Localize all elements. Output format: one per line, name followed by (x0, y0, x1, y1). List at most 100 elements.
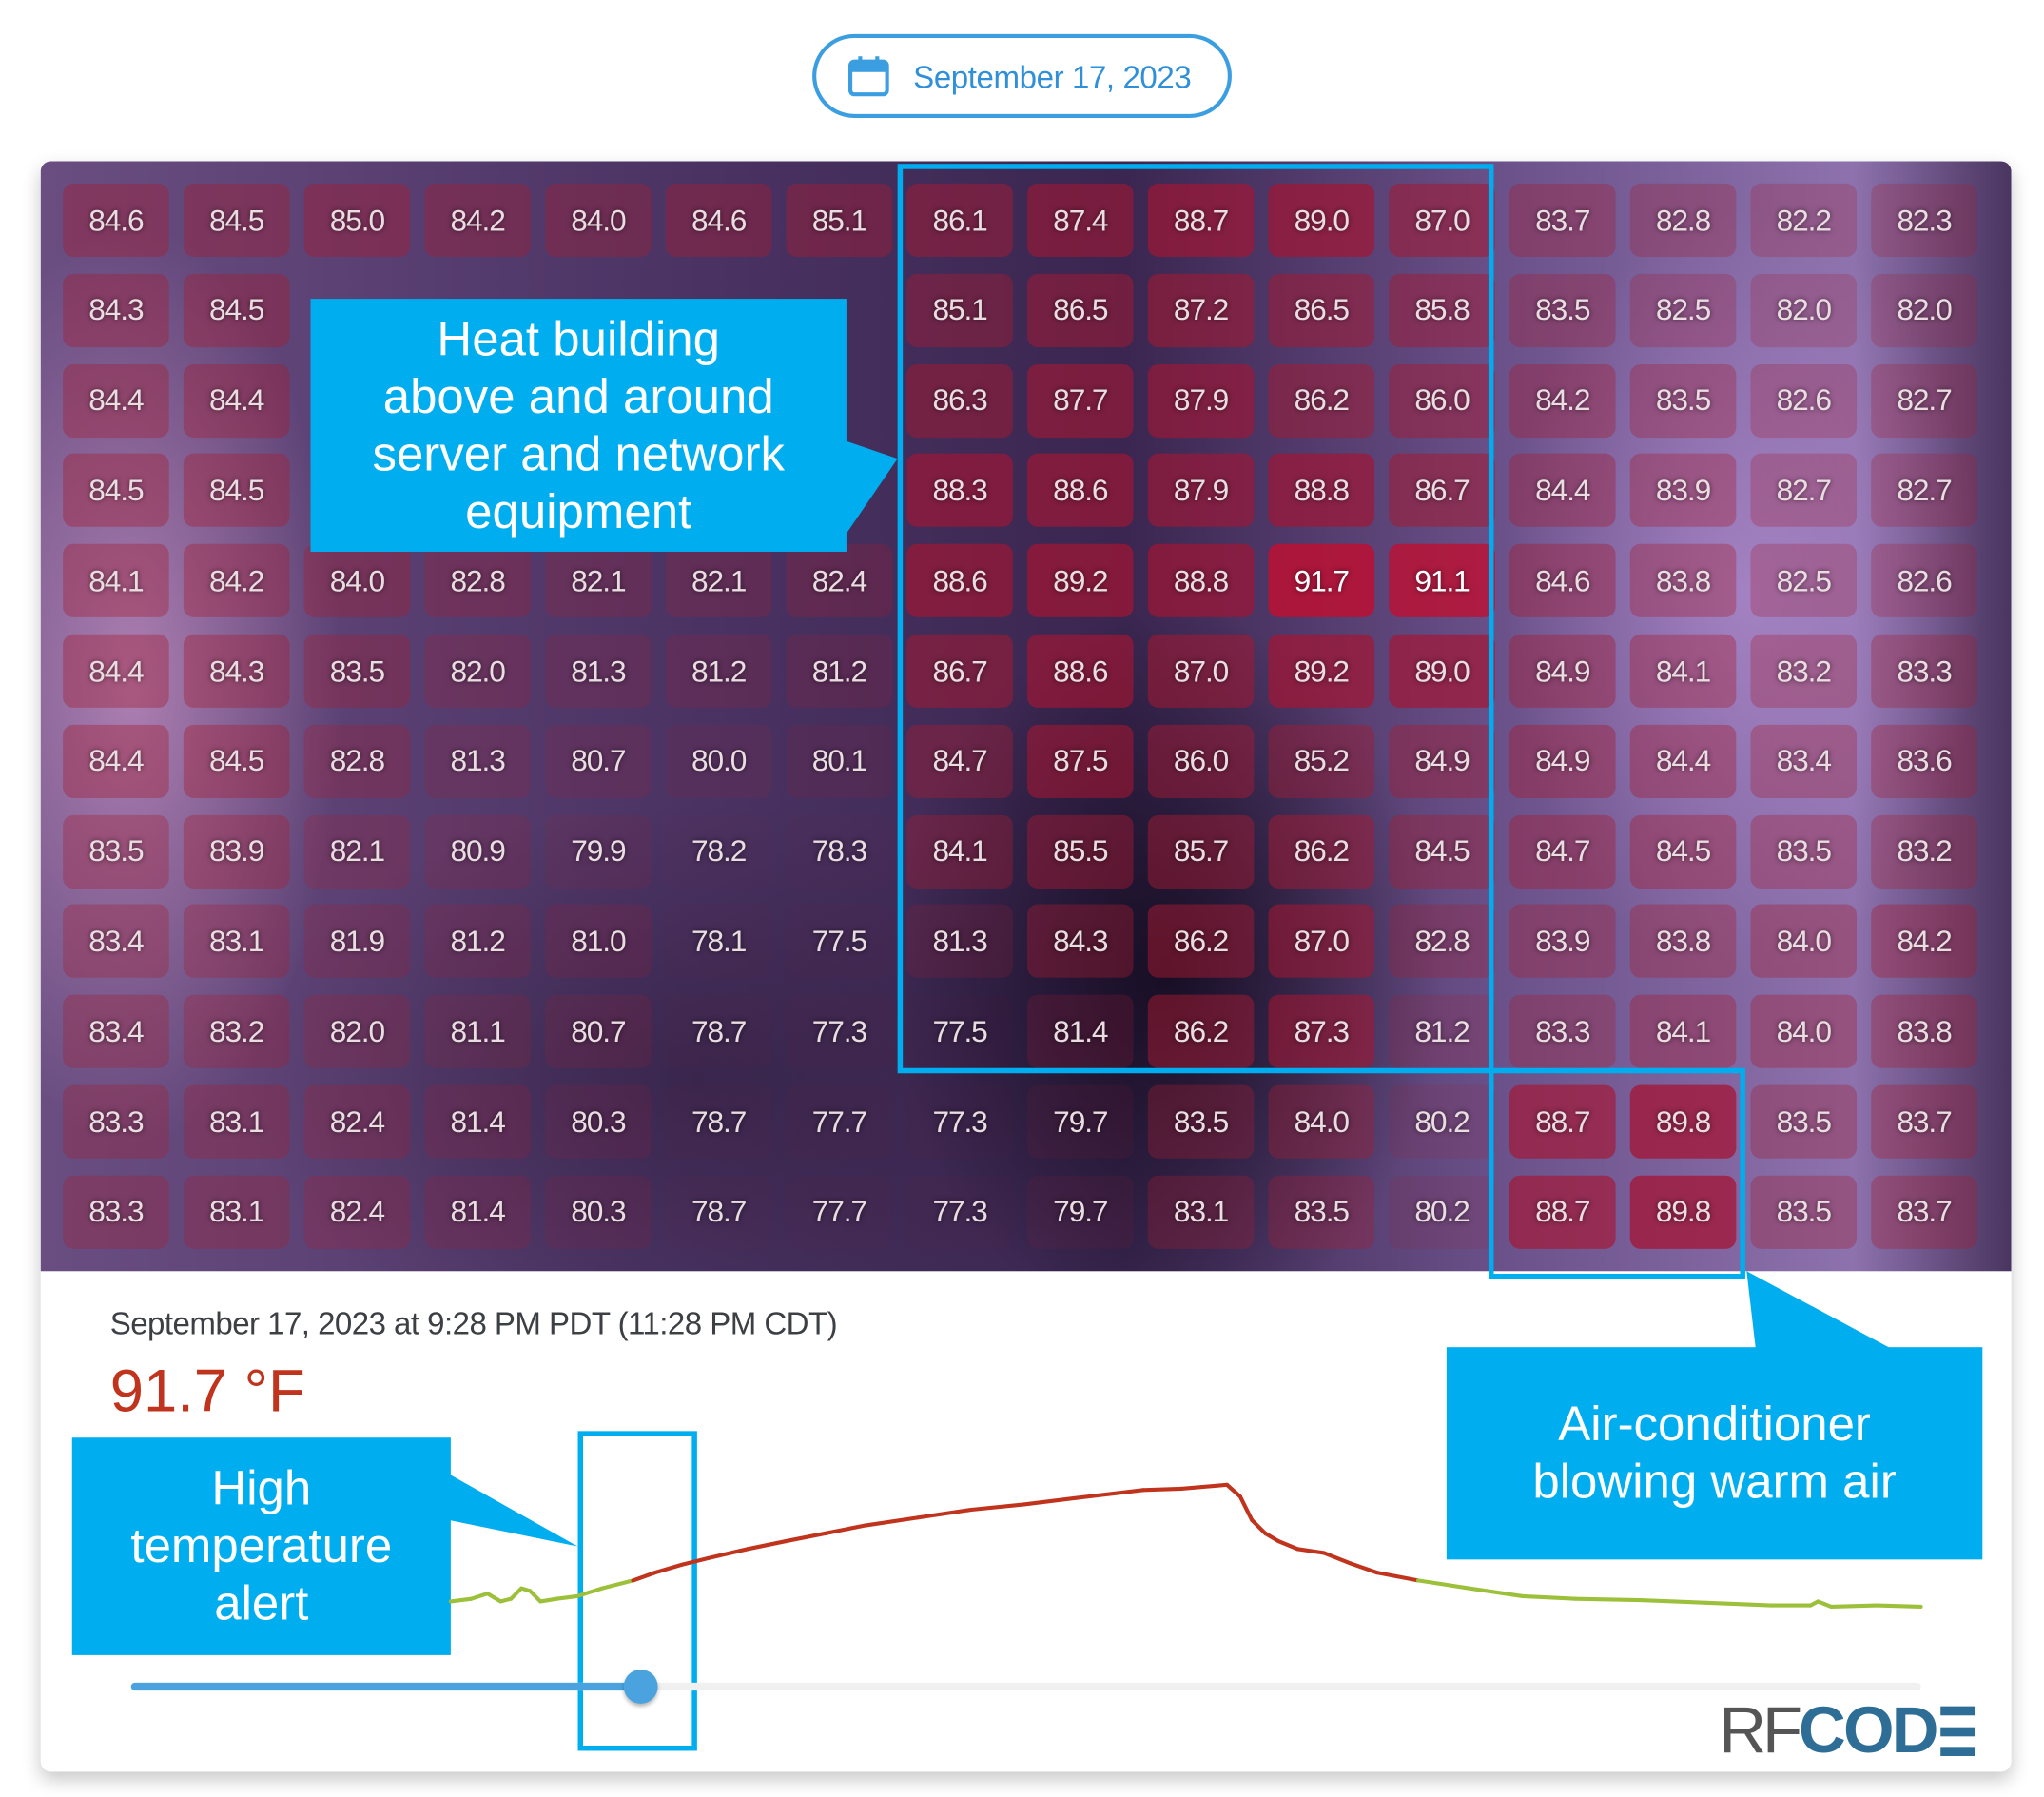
temperature-cell: 85.7 (1147, 814, 1255, 889)
ac-callout: Air-conditioner blowing warm air (1446, 1347, 1983, 1560)
temperature-cell: 84.1 (1629, 634, 1737, 708)
callout-line: Air-conditioner (1558, 1397, 1871, 1452)
temperature-cell: 89.2 (1027, 543, 1134, 618)
time-slider[interactable] (130, 1670, 1921, 1704)
temperature-cell: 83.1 (183, 905, 290, 979)
temperature-cell: 84.4 (63, 363, 169, 438)
temperature-cell: 84.4 (1629, 724, 1737, 798)
temperature-cell: 82.8 (1629, 183, 1737, 258)
temperature-cell: 89.8 (1629, 1175, 1737, 1249)
sparkline-segment-alert (1179, 1482, 1230, 1492)
sparkline-segment-normal (555, 1593, 579, 1601)
temperature-cell: 86.0 (1147, 724, 1255, 798)
temperature-cell: 80.2 (1389, 1084, 1495, 1159)
logo-rf: RF (1719, 1692, 1802, 1768)
temperature-cell: 83.5 (1509, 273, 1616, 347)
temperature-cell: 83.8 (1871, 994, 1977, 1069)
temperature-cell: 88.6 (1027, 454, 1134, 528)
temperature-cell: 82.2 (1750, 183, 1858, 258)
temperature-cell: 81.1 (424, 994, 531, 1069)
temperature-cell: 82.6 (1750, 363, 1858, 438)
temperature-cell: 83.6 (1871, 724, 1977, 798)
reading-temperature: 91.7 °F (109, 1356, 305, 1425)
temperature-cell: 82.3 (1871, 183, 1977, 258)
logo-e-bars (1939, 1706, 1975, 1756)
sparkline-segment-alert (1374, 1571, 1421, 1583)
temperature-cell: 89.0 (1268, 183, 1375, 258)
temperature-cell: 83.1 (183, 1084, 290, 1159)
temperature-cell: 84.4 (63, 634, 169, 708)
temperature-cell: 81.3 (906, 905, 1013, 979)
temperature-cell: 84.0 (1268, 1084, 1375, 1159)
temperature-cell: 87.0 (1147, 634, 1255, 708)
temperature-cell: 83.2 (1750, 634, 1858, 708)
temperature-cell: 83.7 (1871, 1175, 1977, 1249)
temperature-cell: 82.0 (424, 634, 531, 708)
temperature-cell: 83.9 (1629, 454, 1737, 528)
sparkline-segment-normal (1467, 1586, 1525, 1598)
sparkline-segment-alert (1321, 1551, 1353, 1566)
temperature-cell: 81.0 (545, 905, 652, 979)
temperature-cell: 82.4 (303, 1084, 411, 1159)
temperature-cell: 87.4 (1027, 183, 1134, 258)
temperature-cell: 80.7 (545, 724, 652, 798)
temperature-cell: 85.8 (1389, 273, 1495, 347)
temperature-cell: 89.2 (1268, 634, 1375, 708)
sparkline-segment-alert (746, 1538, 788, 1552)
temperature-cell: 83.7 (1871, 1084, 1977, 1159)
temperature-cell: 84.5 (63, 454, 169, 528)
sparkline-segment-alert (1022, 1495, 1080, 1507)
temperature-cell: 81.2 (665, 634, 772, 708)
temperature-cell: 86.7 (906, 634, 1013, 708)
temperature-cell: 81.4 (424, 1084, 531, 1159)
temperature-cell: 83.5 (1629, 363, 1737, 438)
sparkline-segment-alert (863, 1515, 921, 1528)
time-slider-handle[interactable] (624, 1670, 658, 1704)
temperature-cell: 88.6 (1027, 634, 1134, 708)
sparkline-segment-normal (1816, 1599, 1834, 1610)
temperature-cell: 83.4 (1750, 724, 1858, 798)
date-label: September 17, 2023 (913, 60, 1192, 96)
temperature-cell: 85.2 (1268, 724, 1375, 798)
temperature-cell: 86.5 (1027, 273, 1134, 347)
callout-line: equipment (465, 484, 692, 538)
time-slider-fill (130, 1682, 642, 1691)
temperature-cell: 82.5 (1750, 543, 1858, 618)
temperature-cell: 83.8 (1629, 905, 1737, 979)
sparkline-segment-normal (538, 1596, 559, 1604)
temperature-cell: 87.9 (1147, 454, 1255, 528)
temperature-cell: 83.3 (63, 1175, 169, 1249)
temperature-cell: 82.4 (303, 1175, 411, 1249)
temperature-cell: 82.8 (1389, 905, 1495, 979)
temperature-cell: 81.3 (545, 634, 652, 708)
sparkline-segment-alert (1237, 1494, 1255, 1523)
temperature-cell: 80.2 (1389, 1175, 1495, 1249)
temperature-cell: 84.9 (1509, 634, 1616, 708)
temperature-cell: 84.2 (1509, 363, 1616, 438)
temperature-cell: 85.1 (906, 273, 1013, 347)
temperature-cell: 89.8 (1629, 1084, 1737, 1159)
temperature-cell: 84.5 (1389, 814, 1495, 889)
temperature-cell: 82.1 (303, 814, 411, 889)
temperature-cell: 88.6 (906, 543, 1013, 618)
temperature-cell: 82.1 (665, 543, 772, 618)
temperature-cell: 84.1 (1629, 994, 1737, 1069)
temperature-cell: 83.5 (1268, 1175, 1375, 1249)
temperature-cell: 87.3 (1268, 994, 1375, 1069)
temperature-cell: 80.7 (545, 994, 652, 1069)
sparkline-segment-alert (631, 1571, 657, 1583)
temperature-cell: 84.7 (1509, 814, 1616, 889)
sparkline-segment-normal (1520, 1593, 1578, 1601)
temperature-cell: 91.1 (1389, 543, 1495, 618)
temperature-cell: 83.1 (183, 1175, 290, 1249)
temperature-cell: 78.7 (665, 1175, 772, 1249)
temperature-cell: 83.5 (63, 814, 169, 889)
date-picker-button[interactable]: September 17, 2023 (812, 33, 1232, 118)
sparkline-segment-alert (1263, 1531, 1281, 1544)
temperature-cell: 82.7 (1871, 363, 1977, 438)
temperature-cell: 82.0 (303, 994, 411, 1069)
temperature-cell: 88.3 (906, 454, 1013, 528)
temperature-cell: 83.7 (1509, 183, 1616, 258)
temperature-cell: 86.3 (906, 363, 1013, 438)
temperature-cell: 78.7 (665, 1084, 772, 1159)
